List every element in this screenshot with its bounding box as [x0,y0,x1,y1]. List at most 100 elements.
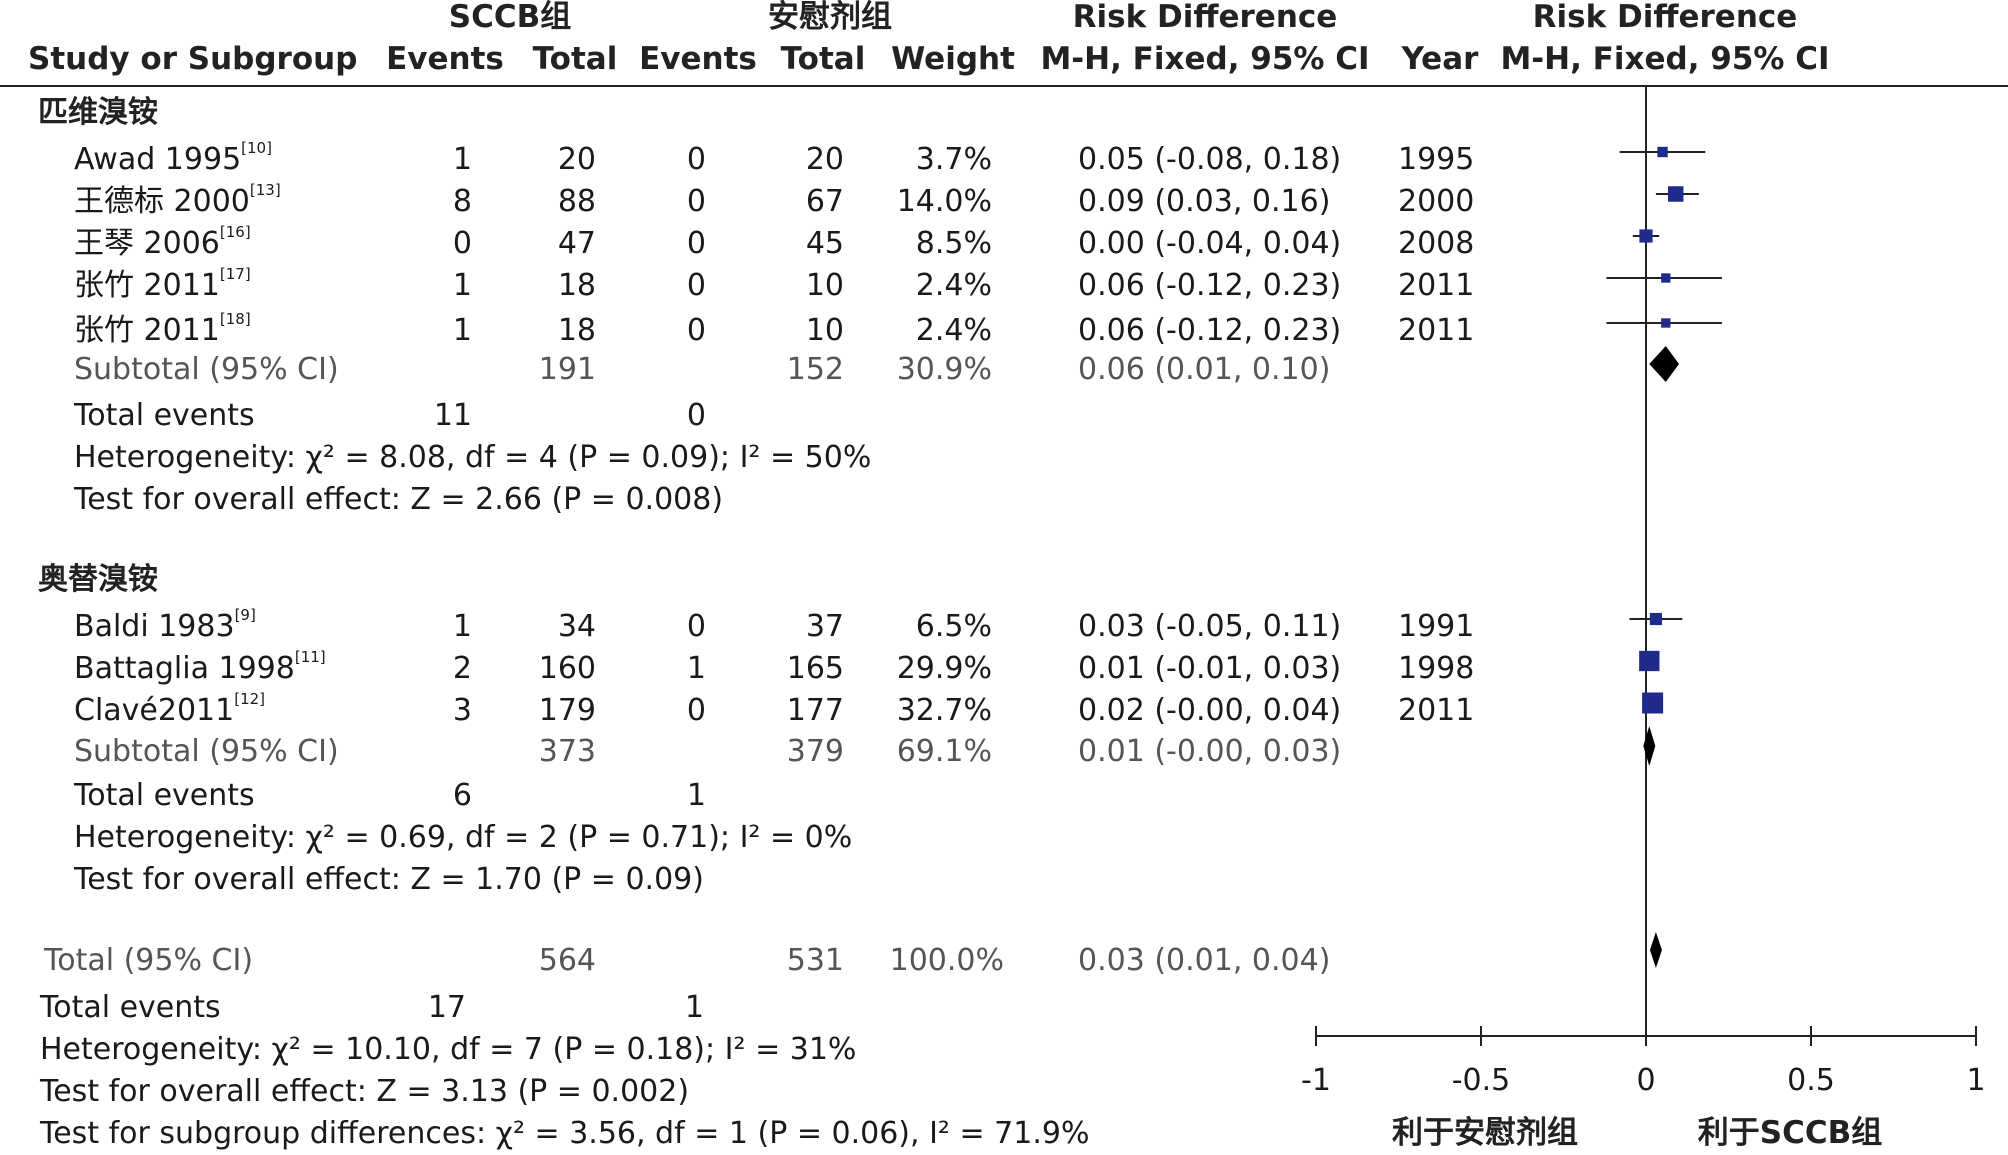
study-marker [1639,229,1653,243]
study-name-text: 张竹 2011 [74,268,220,303]
study-name-text: 张竹 2011 [74,313,220,348]
total-events-label: Total events [74,398,255,433]
total-weight: 100.0% [889,943,1004,978]
study-year: 1991 [1398,609,1475,644]
study-marker [1661,273,1671,283]
x-tick-label: -1 [1301,1063,1331,1098]
events2-header: Events [639,41,757,77]
study-name: Baldi 1983[9] [74,608,256,644]
study-total1: 160 [538,651,596,686]
pooled-diamond [1643,726,1656,766]
weight-header: Weight [891,41,1015,77]
study-name-text: 王琴 2006 [74,226,220,261]
favours-right-label: 利于SCCB组 [1697,1115,1883,1151]
study-total1: 88 [557,184,596,219]
group1-header: SCCB组 [448,0,572,35]
study-ci: 0.06 (-0.12, 0.23) [1078,313,1342,348]
total-total1: 564 [538,943,596,978]
study-events1: 8 [452,184,472,219]
grand-total-events1: 17 [427,990,466,1025]
study-name: Clavé2011[12] [74,692,265,728]
study-ci: 0.05 (-0.08, 0.18) [1078,142,1342,177]
study-events2: 0 [686,184,706,219]
study-reference: [17] [219,265,251,283]
study-weight: 6.5% [915,609,992,644]
study-reference: [12] [234,690,266,708]
grand-total-events-label: Total events [40,990,221,1025]
study-name-text: Battaglia 1998 [74,651,295,686]
study-name: 张竹 2011[18] [74,312,251,348]
study-total1: 179 [538,693,596,728]
study-name: Awad 1995[10] [74,141,272,177]
group2-header: 安慰剂组 [768,0,892,35]
subgroup-differences-text: Test for subgroup differences: χ² = 3.56… [40,1116,1090,1151]
study-reference: [16] [219,223,251,241]
study-year: 1995 [1398,142,1475,177]
subtotal-weight: 30.9% [896,352,992,387]
rd-method-left: M-H, Fixed, 95% CI [1040,41,1370,77]
study-marker [1642,692,1664,714]
study-events1: 1 [452,142,472,177]
study-total1: 34 [557,609,596,644]
study-year: 1998 [1398,651,1475,686]
study-name-text: Awad 1995 [74,142,242,177]
study-events1: 2 [452,651,472,686]
total-events-label: Total events [74,778,255,813]
study-name-text: 王德标 2000 [74,184,250,219]
heterogeneity-text: Heterogeneity: χ² = 8.08, df = 4 (P = 0.… [74,440,872,475]
study-reference: [13] [249,181,281,199]
study-marker [1639,650,1660,672]
study-events2: 0 [686,268,706,303]
study-reference: [10] [241,139,272,157]
study-weight: 2.4% [915,313,992,348]
grand-overall-effect-text: Test for overall effect: Z = 3.13 (P = 0… [40,1074,690,1109]
grand-total-events2: 1 [684,990,704,1025]
study-reference: [9] [234,606,256,624]
overall-effect-text: Test for overall effect: Z = 1.70 (P = 0… [74,862,704,897]
rd-title-right: Risk Difference [1532,0,1798,35]
study-name-text: Clavé2011 [74,693,235,728]
study-ci: 0.02 (-0.00, 0.04) [1078,693,1342,728]
year-header: Year [1401,41,1479,77]
study-weight: 8.5% [915,226,992,261]
study-weight: 2.4% [915,268,992,303]
study-weight: 3.7% [915,142,992,177]
study-ci: 0.03 (-0.05, 0.11) [1078,609,1342,644]
study-events2: 1 [686,651,706,686]
total1-header: Total [532,41,618,77]
total-label: Total (95% CI) [44,943,254,978]
subgroup-title: 匹维溴铵 [38,95,158,130]
study-name-text: Baldi 1983 [74,609,235,644]
grand-heterogeneity-text: Heterogeneity: χ² = 10.10, df = 7 (P = 0… [40,1032,857,1067]
x-tick-label: 1 [1966,1063,1986,1098]
x-tick-label: 0.5 [1787,1063,1835,1098]
total2-header: Total [780,41,866,77]
overall-effect-text: Test for overall effect: Z = 2.66 (P = 0… [74,482,724,517]
study-total2: 37 [805,609,844,644]
study-events2: 0 [686,313,706,348]
study-events1: 1 [452,313,472,348]
subgroup-title: 奥替溴铵 [38,562,158,597]
subtotal-label: Subtotal (95% CI) [74,352,339,387]
study-column-header: Study or Subgroup [28,41,358,77]
pooled-diamond [1649,346,1679,382]
total-total2: 531 [786,943,844,978]
study-weight: 29.9% [896,651,992,686]
subtotal-ci: 0.06 (0.01, 0.10) [1078,352,1331,387]
pooled-diamond [1649,932,1662,968]
study-events2: 0 [686,226,706,261]
study-events2: 0 [686,609,706,644]
study-ci: 0.09 (0.03, 0.16) [1078,184,1331,219]
study-total2: 20 [805,142,844,177]
study-total1: 20 [557,142,596,177]
subtotal-total1: 191 [538,352,596,387]
total-ci: 0.03 (0.01, 0.04) [1078,943,1331,978]
study-total1: 47 [557,226,596,261]
study-events2: 0 [686,142,706,177]
subtotal-weight: 69.1% [896,734,992,769]
study-reference: [18] [219,310,251,328]
study-marker [1667,186,1684,202]
study-year: 2011 [1398,693,1475,728]
study-events2: 0 [686,693,706,728]
study-ci: 0.06 (-0.12, 0.23) [1078,268,1342,303]
